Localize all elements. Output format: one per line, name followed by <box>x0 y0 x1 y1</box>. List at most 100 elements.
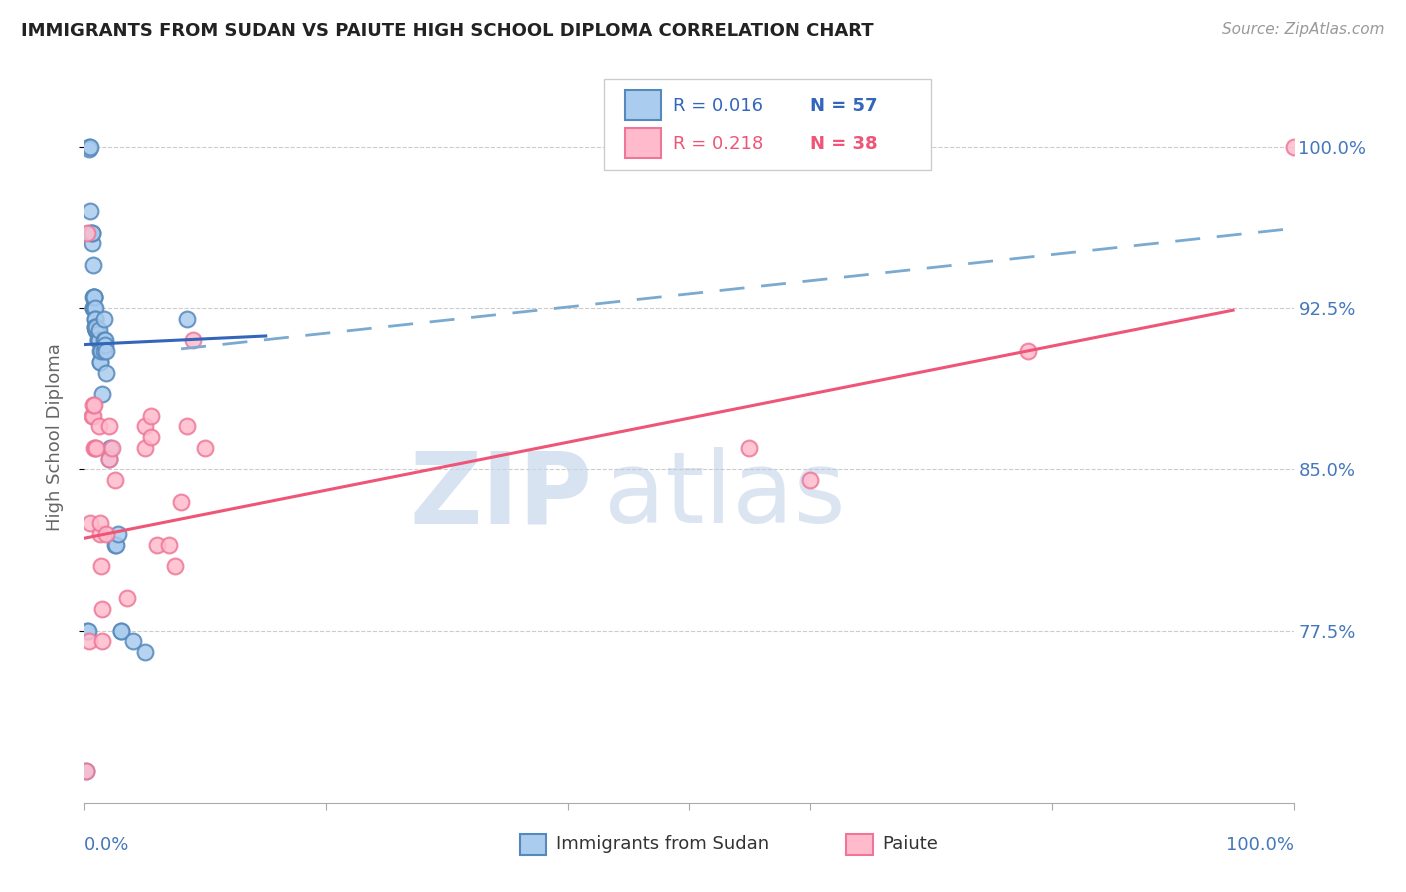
Point <box>194 441 217 455</box>
Point <box>75 764 97 778</box>
Point <box>89 516 111 530</box>
Point <box>1017 344 1039 359</box>
Point <box>83 398 105 412</box>
Point <box>89 527 111 541</box>
Point <box>87 419 110 434</box>
Point <box>79 139 101 153</box>
Text: 100.0%: 100.0% <box>1226 836 1294 854</box>
Point <box>89 355 111 369</box>
Point <box>134 645 156 659</box>
Point <box>90 344 112 359</box>
Point <box>89 344 111 359</box>
Point <box>97 419 120 434</box>
Point <box>86 333 108 347</box>
Text: 0.0%: 0.0% <box>84 836 129 854</box>
FancyBboxPatch shape <box>605 78 931 170</box>
Bar <box>520 833 547 855</box>
Point <box>82 301 104 315</box>
Point <box>91 387 114 401</box>
Point <box>76 226 98 240</box>
Text: R = 0.218: R = 0.218 <box>673 135 763 153</box>
Point <box>91 602 114 616</box>
Point <box>86 322 108 336</box>
Point <box>80 226 103 240</box>
Point <box>82 301 104 315</box>
Point <box>77 139 100 153</box>
Point <box>86 320 108 334</box>
Point <box>104 538 127 552</box>
Point <box>79 226 101 240</box>
Point <box>77 634 100 648</box>
Point <box>83 301 105 315</box>
Point <box>176 311 198 326</box>
Point <box>176 419 198 434</box>
Point <box>80 409 103 423</box>
Point <box>134 419 156 434</box>
Point <box>84 441 107 455</box>
Point <box>738 441 761 455</box>
Point <box>181 333 204 347</box>
Point <box>84 320 107 334</box>
Point <box>83 290 105 304</box>
Text: N = 57: N = 57 <box>810 96 877 115</box>
Point <box>1282 139 1305 153</box>
Point <box>165 559 187 574</box>
Point <box>84 320 107 334</box>
Point <box>157 538 180 552</box>
Point <box>83 290 105 304</box>
Point <box>86 322 108 336</box>
Point <box>98 441 121 455</box>
Point <box>86 322 108 336</box>
Point <box>82 258 104 272</box>
Point <box>84 311 107 326</box>
Point <box>75 764 97 778</box>
Point <box>82 290 104 304</box>
Point <box>139 409 162 423</box>
Point <box>91 634 114 648</box>
Point <box>94 366 117 380</box>
Point <box>110 624 132 638</box>
Text: Source: ZipAtlas.com: Source: ZipAtlas.com <box>1222 22 1385 37</box>
Point <box>107 527 129 541</box>
Point <box>83 290 105 304</box>
Text: atlas: atlas <box>605 447 846 544</box>
Point <box>94 337 117 351</box>
Text: Paiute: Paiute <box>883 836 938 854</box>
Point <box>101 441 124 455</box>
Point <box>79 204 101 219</box>
Point <box>87 322 110 336</box>
Y-axis label: High School Diploma: High School Diploma <box>45 343 63 531</box>
Point <box>110 624 132 638</box>
Point <box>86 333 108 347</box>
Point <box>77 142 100 156</box>
Point <box>146 538 169 552</box>
Point <box>77 624 100 638</box>
Point <box>84 301 107 315</box>
Point <box>80 236 103 251</box>
Point <box>83 441 105 455</box>
Point <box>84 311 107 326</box>
Point <box>104 473 127 487</box>
Point <box>94 344 117 359</box>
Point <box>90 559 112 574</box>
Bar <box>846 833 873 855</box>
Point <box>86 326 108 341</box>
Point <box>97 451 120 466</box>
Text: R = 0.016: R = 0.016 <box>673 96 763 115</box>
Point <box>76 624 98 638</box>
Point <box>104 538 127 552</box>
Point <box>94 333 117 347</box>
Point <box>170 494 193 508</box>
Point <box>86 441 108 455</box>
Text: Immigrants from Sudan: Immigrants from Sudan <box>555 836 769 854</box>
Point <box>79 516 101 530</box>
Point <box>134 441 156 455</box>
Text: IMMIGRANTS FROM SUDAN VS PAIUTE HIGH SCHOOL DIPLOMA CORRELATION CHART: IMMIGRANTS FROM SUDAN VS PAIUTE HIGH SCH… <box>21 22 873 40</box>
Point <box>139 430 162 444</box>
Point <box>93 344 115 359</box>
Point <box>93 311 115 326</box>
Point <box>94 527 117 541</box>
Point <box>121 634 143 648</box>
Point <box>86 322 108 336</box>
Point <box>82 398 104 412</box>
